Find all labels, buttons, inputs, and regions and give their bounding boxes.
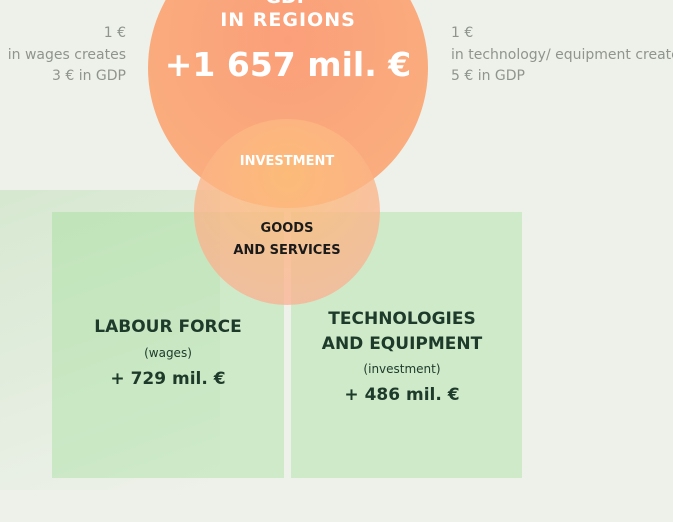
labour-title: LABOUR FORCE xyxy=(94,317,242,337)
gdp-value: +1 657 mil. € xyxy=(164,45,412,84)
note-line: 1 € xyxy=(103,25,126,41)
tech-title-line: AND EQUIPMENT xyxy=(321,334,483,354)
labour-value: + 729 mil. € xyxy=(110,369,226,389)
note-line: 1 € xyxy=(451,25,474,41)
right-note: 1 € in technology/ equipment creates 5 €… xyxy=(451,23,673,88)
goods-line: GOODS xyxy=(260,221,314,236)
investment-label: INVESTMENT xyxy=(239,154,335,169)
gdp-subheading: IN REGIONS xyxy=(220,9,356,31)
left-note: 1 € in wages creates 3 € in GDP xyxy=(0,23,126,88)
gdp-heading: GDP xyxy=(148,0,428,8)
tech-value: + 486 mil. € xyxy=(344,385,460,405)
tech-subtitle: (investment) xyxy=(363,362,441,376)
goods-line: AND SERVICES xyxy=(233,243,341,258)
note-line: 3 € in GDP xyxy=(52,68,126,84)
note-line: in technology/ equipment creates xyxy=(451,46,673,63)
note-line: 5 € in GDP xyxy=(451,68,525,84)
labour-subtitle: (wages) xyxy=(144,346,192,360)
bg-wash xyxy=(0,190,220,490)
goods-circle xyxy=(194,119,380,305)
goods-label: GOODS AND SERVICES xyxy=(194,218,380,262)
tech-title-line: TECHNOLOGIES xyxy=(328,309,476,329)
tech-title: TECHNOLOGIES AND EQUIPMENT xyxy=(291,307,513,357)
note-line: in wages creates xyxy=(7,46,126,63)
